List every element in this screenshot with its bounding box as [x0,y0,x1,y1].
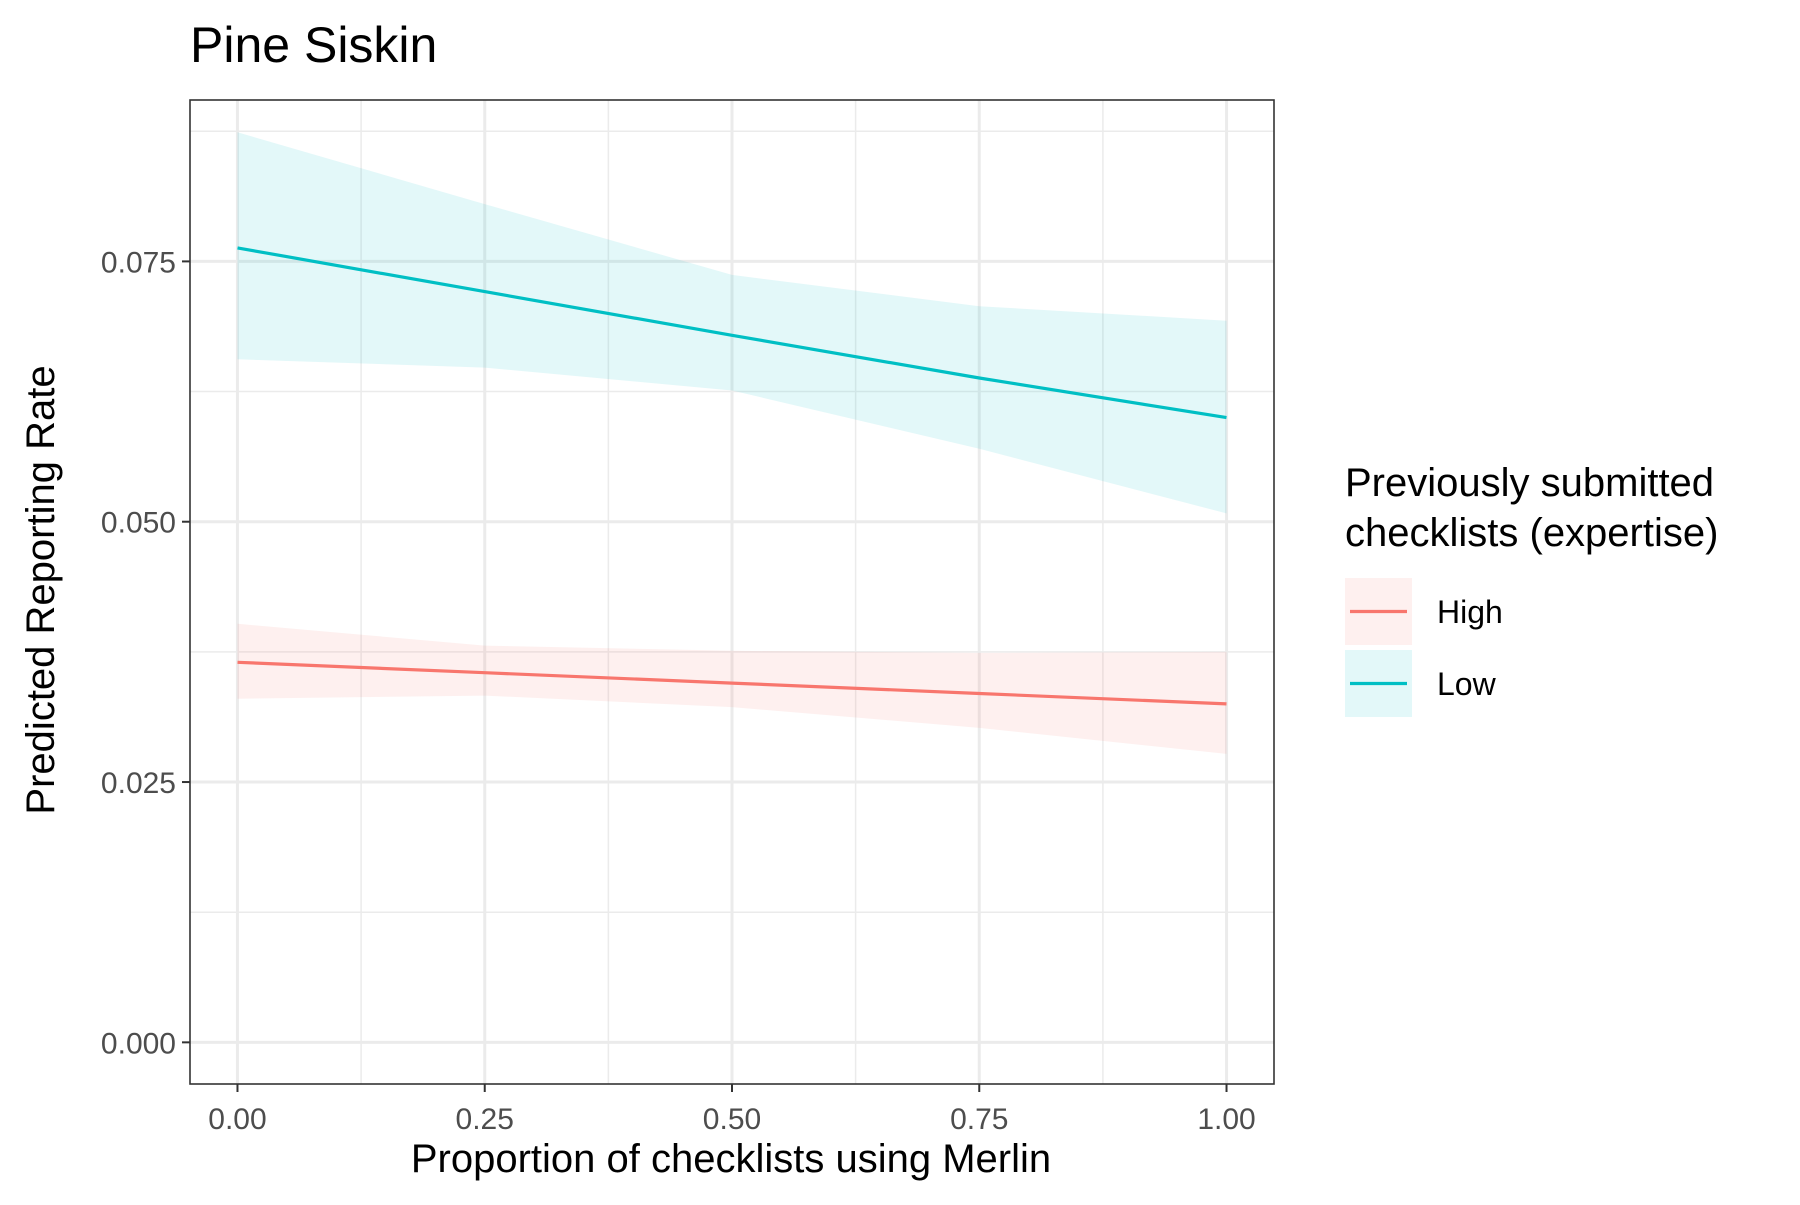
x-tick-label: 0.50 [703,1103,761,1136]
legend: Previously submitted checklists (expertis… [1345,461,1718,717]
series-line-high [237,660,1227,706]
x-tick-label: 0.25 [456,1103,514,1136]
series-line-low [237,246,1227,420]
y-axis-title: Predicted Reporting Rate [19,365,63,814]
x-tick-label: 1.00 [1197,1103,1255,1136]
legend-label-high: High [1437,594,1503,630]
y-tick-label: 0.000 [101,1027,176,1060]
chart-title: Pine Siskin [190,17,437,73]
x-axis-title: Proportion of checklists using Merlin [411,1137,1051,1181]
legend-label-low: Low [1437,666,1497,702]
plot-area: 0.00 0.25 0.50 0.75 1.00 0.000 0.025 0.050 0.075 [101,99,1275,1136]
y-tick-label: 0.075 [101,246,176,279]
x-tick-label: 0.00 [208,1103,266,1136]
legend-title-line: checklists (expertise) [1345,511,1718,555]
x-tick-label: 0.75 [950,1103,1008,1136]
y-tick-label: 0.050 [101,507,176,540]
confidence-band-high [237,623,1227,754]
confidence-band-low [237,132,1227,514]
legend-title-line: Previously submitted [1345,461,1714,505]
y-tick-label: 0.025 [101,767,176,800]
